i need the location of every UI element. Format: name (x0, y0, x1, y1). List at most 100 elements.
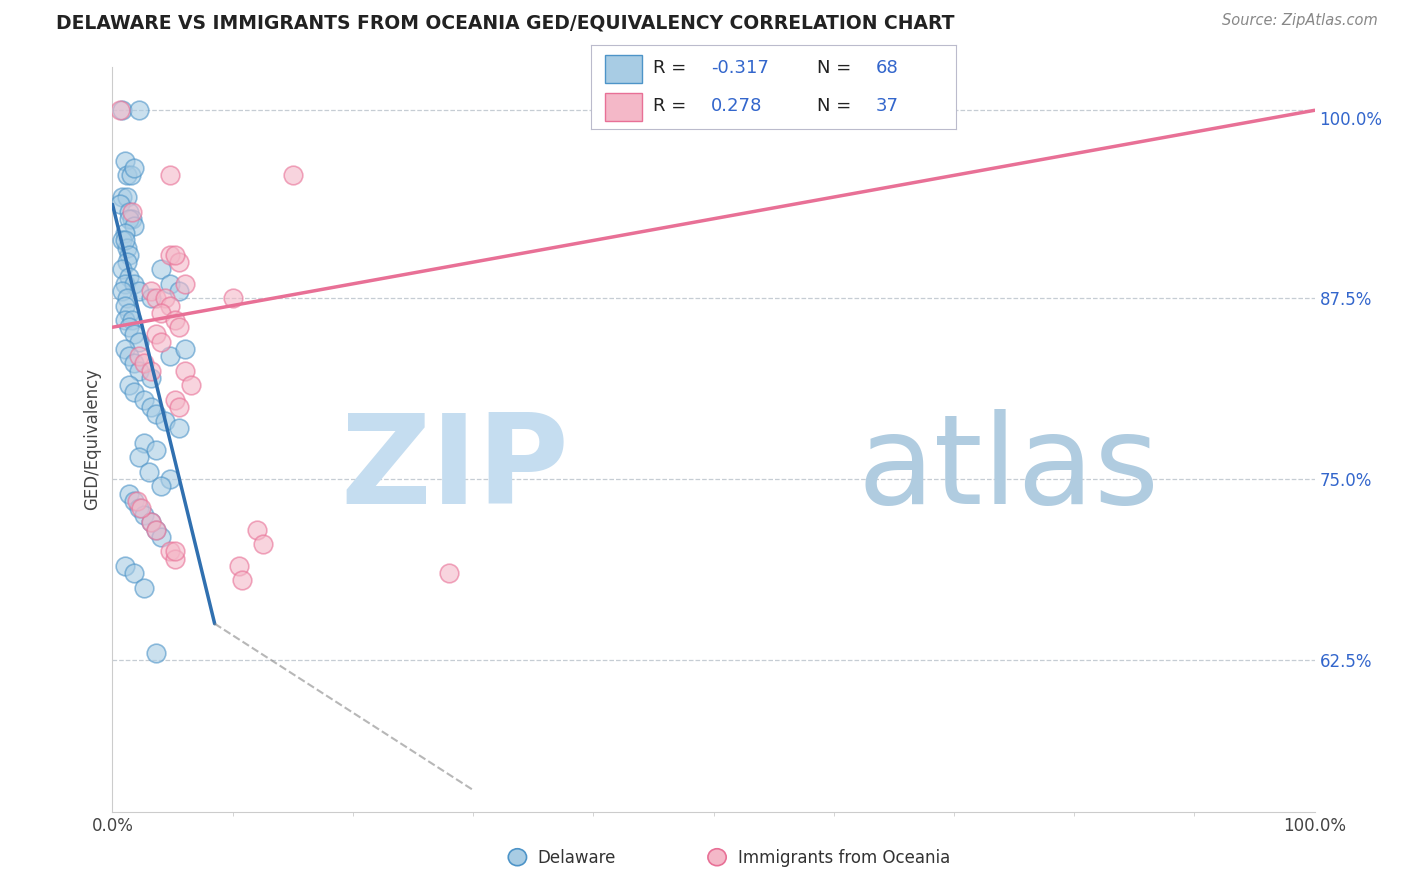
Point (139, 516, 162, 530)
Point (111, 262, 134, 277)
Point (167, 320, 190, 334)
Point (122, 385, 145, 400)
Point (108, 197, 131, 211)
Point (122, 219, 145, 233)
Point (252, 537, 274, 551)
Point (125, 493, 148, 508)
Point (122, 356, 145, 370)
Point (118, 320, 141, 334)
Point (145, 523, 167, 537)
Text: Delaware: Delaware (537, 849, 616, 867)
Point (128, 284, 150, 298)
Point (115, 291, 138, 305)
Point (145, 523, 167, 537)
FancyBboxPatch shape (605, 93, 641, 120)
Point (155, 291, 177, 305)
Point (246, 523, 269, 537)
Point (118, 349, 141, 363)
Text: -0.317: -0.317 (711, 60, 769, 78)
Point (180, 378, 202, 392)
Point (111, 103, 134, 118)
Point (114, 299, 136, 313)
Point (159, 299, 181, 313)
Point (167, 421, 190, 435)
Point (437, 566, 460, 580)
Point (138, 465, 160, 479)
Point (173, 363, 195, 377)
Point (145, 646, 167, 660)
Point (139, 291, 162, 305)
Point (128, 103, 150, 118)
Point (118, 306, 141, 320)
Point (149, 479, 172, 493)
Text: R =: R = (652, 60, 692, 78)
Point (159, 248, 181, 262)
Point (128, 349, 150, 363)
Point (139, 371, 162, 385)
Point (149, 306, 172, 320)
Point (163, 248, 186, 262)
Point (114, 153, 136, 168)
Text: Source: ZipAtlas.com: Source: ZipAtlas.com (1222, 13, 1378, 29)
Text: DELAWARE VS IMMIGRANTS FROM OCEANIA GED/EQUIVALENCY CORRELATION CHART: DELAWARE VS IMMIGRANTS FROM OCEANIA GED/… (56, 13, 955, 32)
Point (228, 558, 250, 573)
Point (118, 211, 141, 226)
Text: 37: 37 (876, 96, 898, 114)
Text: N =: N = (817, 96, 858, 114)
Point (118, 248, 141, 262)
Point (121, 313, 143, 327)
Point (167, 400, 190, 414)
Point (108, 103, 131, 118)
Point (132, 356, 155, 370)
Point (167, 255, 190, 269)
Point (114, 234, 136, 248)
Point (163, 392, 186, 407)
Point (114, 226, 136, 240)
Point (159, 169, 181, 183)
Point (131, 501, 153, 516)
Point (139, 400, 162, 414)
Text: ZIP: ZIP (340, 409, 569, 530)
Point (132, 581, 155, 595)
Point (121, 204, 143, 219)
Point (120, 169, 142, 183)
Point (128, 334, 150, 349)
Point (149, 262, 172, 277)
Point (122, 566, 145, 580)
Point (118, 269, 141, 284)
Point (122, 327, 145, 342)
Text: R =: R = (652, 96, 697, 114)
Point (122, 277, 145, 291)
Point (115, 169, 138, 183)
Point (173, 342, 195, 356)
Text: atlas: atlas (858, 409, 1160, 530)
Point (139, 516, 162, 530)
Point (118, 378, 141, 392)
Point (132, 392, 155, 407)
Point (132, 436, 155, 450)
Point (128, 450, 150, 465)
Y-axis label: GED/Equivalency: GED/Equivalency (83, 368, 101, 510)
Point (173, 277, 195, 291)
Point (122, 493, 145, 508)
Point (111, 284, 134, 298)
Point (149, 334, 172, 349)
Point (128, 501, 150, 516)
Point (114, 277, 136, 291)
Text: 0.278: 0.278 (711, 96, 762, 114)
Point (128, 363, 150, 377)
Point (159, 472, 181, 486)
Text: 68: 68 (876, 60, 898, 78)
Point (159, 544, 181, 558)
Point (115, 190, 138, 204)
Point (145, 327, 167, 342)
Point (118, 204, 141, 219)
Point (145, 291, 167, 305)
Text: Immigrants from Oceania: Immigrants from Oceania (738, 849, 950, 867)
Point (114, 342, 136, 356)
Point (114, 313, 136, 327)
Point (122, 161, 145, 175)
Point (145, 443, 167, 458)
Point (139, 363, 162, 377)
Point (149, 530, 172, 544)
